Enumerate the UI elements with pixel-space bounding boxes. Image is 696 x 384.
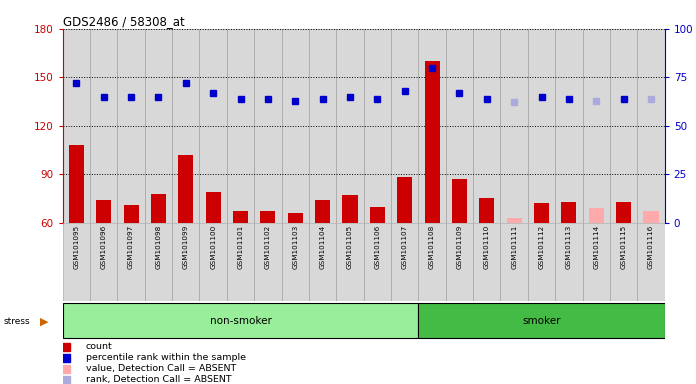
Bar xyxy=(363,223,391,301)
Text: rank, Detection Call = ABSENT: rank, Detection Call = ABSENT xyxy=(86,375,231,384)
Bar xyxy=(260,212,276,223)
Bar xyxy=(528,223,555,301)
Bar xyxy=(178,155,193,223)
Bar xyxy=(90,29,118,223)
Text: GSM101100: GSM101100 xyxy=(210,224,216,268)
Bar xyxy=(610,29,638,223)
Bar xyxy=(118,223,145,301)
Bar xyxy=(473,29,500,223)
Bar xyxy=(63,223,90,301)
Text: GSM101102: GSM101102 xyxy=(265,224,271,268)
Text: non-smoker: non-smoker xyxy=(209,316,271,326)
Bar xyxy=(254,223,282,301)
Bar xyxy=(452,179,467,223)
Bar xyxy=(644,212,658,223)
Bar xyxy=(418,303,665,338)
Bar xyxy=(473,223,500,301)
Bar xyxy=(638,29,665,223)
Text: GSM101113: GSM101113 xyxy=(566,224,572,268)
Bar xyxy=(227,29,254,223)
Text: GDS2486 / 58308_at: GDS2486 / 58308_at xyxy=(63,15,184,28)
Bar xyxy=(309,29,336,223)
Text: GSM101103: GSM101103 xyxy=(292,224,299,268)
Bar xyxy=(287,213,303,223)
Bar xyxy=(391,223,418,301)
Bar xyxy=(205,192,221,223)
Bar xyxy=(589,208,604,223)
Bar xyxy=(145,223,172,301)
Text: GSM101101: GSM101101 xyxy=(237,224,244,268)
Bar xyxy=(63,29,90,223)
Bar xyxy=(90,223,118,301)
Bar xyxy=(69,145,84,223)
Text: GSM101105: GSM101105 xyxy=(347,224,353,268)
Bar xyxy=(391,29,418,223)
Bar xyxy=(282,223,309,301)
Bar xyxy=(282,29,309,223)
Bar xyxy=(425,61,440,223)
Text: GSM101112: GSM101112 xyxy=(539,224,544,268)
Bar xyxy=(555,223,583,301)
Bar xyxy=(583,223,610,301)
Text: stress: stress xyxy=(3,317,30,326)
Text: GSM101099: GSM101099 xyxy=(183,224,189,268)
Bar xyxy=(480,199,494,223)
Bar xyxy=(562,202,576,223)
Bar xyxy=(336,29,363,223)
Text: GSM101110: GSM101110 xyxy=(484,224,490,268)
Bar xyxy=(172,223,200,301)
Bar xyxy=(145,29,172,223)
Text: GSM101115: GSM101115 xyxy=(621,224,626,268)
Text: GSM101095: GSM101095 xyxy=(73,224,79,268)
Text: value, Detection Call = ABSENT: value, Detection Call = ABSENT xyxy=(86,364,236,373)
Text: GSM101109: GSM101109 xyxy=(457,224,462,268)
Bar xyxy=(254,29,282,223)
Bar xyxy=(638,223,665,301)
Text: GSM101096: GSM101096 xyxy=(101,224,106,268)
Bar xyxy=(610,223,638,301)
Bar xyxy=(309,223,336,301)
Bar xyxy=(342,195,358,223)
Bar xyxy=(616,202,631,223)
Bar xyxy=(445,223,473,301)
Bar xyxy=(370,207,385,223)
Bar xyxy=(336,223,363,301)
Text: GSM101098: GSM101098 xyxy=(155,224,161,268)
Bar xyxy=(555,29,583,223)
Bar xyxy=(500,223,528,301)
Text: GSM101111: GSM101111 xyxy=(511,224,517,268)
Bar xyxy=(528,29,555,223)
Text: GSM101108: GSM101108 xyxy=(429,224,435,268)
Text: GSM101104: GSM101104 xyxy=(319,224,326,268)
Text: GSM101114: GSM101114 xyxy=(593,224,599,268)
Text: GSM101116: GSM101116 xyxy=(648,224,654,268)
Bar xyxy=(118,29,145,223)
Bar xyxy=(233,212,248,223)
Bar xyxy=(583,29,610,223)
Bar xyxy=(507,218,522,223)
Bar xyxy=(500,29,528,223)
Bar xyxy=(200,29,227,223)
Bar xyxy=(96,200,111,223)
Bar xyxy=(418,223,445,301)
Bar xyxy=(534,204,549,223)
Text: count: count xyxy=(86,342,112,351)
Text: ▶: ▶ xyxy=(40,316,49,326)
Bar xyxy=(445,29,473,223)
Bar xyxy=(200,223,227,301)
Bar xyxy=(227,223,254,301)
Text: GSM101106: GSM101106 xyxy=(374,224,380,268)
Bar xyxy=(172,29,200,223)
Bar xyxy=(418,29,445,223)
Bar xyxy=(63,303,418,338)
Bar xyxy=(151,194,166,223)
Text: GSM101107: GSM101107 xyxy=(402,224,408,268)
Bar xyxy=(363,29,391,223)
Text: smoker: smoker xyxy=(522,316,561,326)
Bar xyxy=(315,200,330,223)
Bar xyxy=(397,177,412,223)
Text: GSM101097: GSM101097 xyxy=(128,224,134,268)
Text: percentile rank within the sample: percentile rank within the sample xyxy=(86,353,246,362)
Bar xyxy=(123,205,139,223)
